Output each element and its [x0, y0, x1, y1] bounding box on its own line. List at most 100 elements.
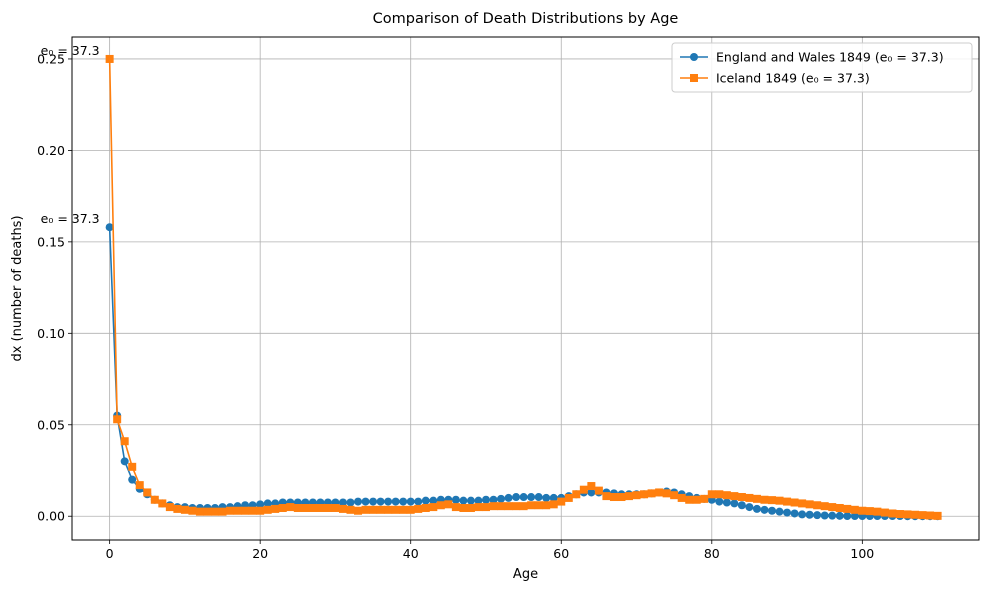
data-point	[835, 503, 844, 512]
data-point	[466, 496, 475, 505]
data-point	[489, 495, 498, 504]
data-point	[549, 493, 558, 502]
data-point	[263, 505, 272, 514]
data-point	[226, 506, 235, 515]
data-point	[436, 501, 445, 510]
data-point	[624, 492, 633, 501]
data-point	[805, 500, 814, 509]
data-point	[542, 493, 551, 502]
data-point	[715, 497, 724, 506]
y-tick-label: 0.15	[37, 234, 65, 249]
data-point	[632, 491, 641, 500]
data-point	[256, 506, 265, 515]
data-point	[361, 497, 370, 506]
data-point	[903, 510, 912, 519]
series-layer	[105, 54, 942, 521]
data-point	[888, 509, 897, 518]
data-point	[737, 501, 746, 510]
data-point	[813, 511, 822, 520]
data-point	[354, 497, 363, 506]
series-2	[105, 54, 942, 520]
data-point	[459, 503, 468, 512]
legend-item: Iceland 1849 (e₀ = 37.3)	[680, 71, 870, 86]
data-point	[105, 223, 114, 232]
data-point	[843, 512, 852, 521]
data-point	[647, 489, 656, 498]
plot-frame	[71, 36, 980, 541]
data-point	[150, 495, 159, 504]
data-point	[895, 510, 904, 519]
data-point	[557, 497, 566, 506]
data-point	[715, 490, 724, 499]
data-point	[677, 493, 686, 502]
data-point	[594, 486, 603, 495]
data-point	[617, 493, 626, 502]
x-axis-label: Age	[513, 567, 538, 582]
data-point	[489, 502, 498, 511]
data-point	[745, 493, 754, 502]
data-point	[587, 482, 596, 491]
data-point	[790, 498, 799, 507]
data-point	[933, 511, 942, 520]
data-point	[128, 462, 137, 471]
data-point	[256, 500, 265, 509]
data-point	[549, 500, 558, 509]
data-point	[128, 475, 137, 484]
data-point	[173, 504, 182, 513]
data-point	[429, 496, 438, 505]
annotations: e₀ = 37.3 e₀ = 37.3	[41, 43, 100, 226]
data-point	[828, 511, 837, 520]
data-point	[451, 503, 460, 512]
annotation-label: e₀ = 37.3	[41, 211, 100, 226]
data-point	[158, 499, 167, 508]
x-tick-label: 80	[704, 546, 720, 561]
x-tick-label: 100	[850, 546, 874, 561]
data-point	[820, 511, 829, 520]
data-point	[481, 503, 490, 512]
data-point	[760, 495, 769, 504]
data-point	[707, 490, 716, 499]
data-point	[752, 494, 761, 503]
data-point	[120, 457, 129, 466]
annotation-label: e₀ = 37.3	[41, 43, 100, 58]
data-point	[768, 506, 777, 515]
data-point	[308, 503, 317, 512]
y-axis-label: dx (number of deaths)	[10, 215, 25, 361]
data-point	[805, 510, 814, 519]
data-point	[722, 491, 731, 500]
data-point	[369, 497, 378, 506]
data-point	[609, 493, 618, 502]
data-point	[572, 490, 581, 499]
plot-area	[72, 37, 979, 540]
data-point	[813, 501, 822, 510]
data-point	[451, 495, 460, 504]
data-point	[534, 501, 543, 510]
data-point	[858, 506, 867, 515]
data-point	[113, 415, 122, 424]
legend-box	[671, 42, 973, 93]
legend-marker	[690, 53, 698, 61]
data-point	[926, 511, 935, 520]
data-point	[241, 506, 250, 515]
x-tick-label: 20	[252, 546, 268, 561]
y-tick-label: 0.00	[37, 509, 65, 524]
data-point	[481, 495, 490, 504]
data-point	[143, 488, 152, 497]
data-point	[233, 506, 242, 515]
data-point	[399, 505, 408, 514]
data-point	[783, 497, 792, 506]
data-point	[301, 503, 310, 512]
data-point	[692, 495, 701, 504]
data-point	[248, 506, 257, 515]
data-point	[730, 499, 739, 508]
data-point	[384, 497, 393, 506]
data-point	[165, 503, 174, 512]
data-point	[828, 503, 837, 512]
data-point	[775, 507, 784, 516]
data-point	[406, 505, 415, 514]
data-point	[775, 496, 784, 505]
data-point	[504, 502, 513, 511]
data-point	[323, 503, 332, 512]
y-tick-label: 0.10	[37, 326, 65, 341]
data-point	[527, 501, 536, 510]
